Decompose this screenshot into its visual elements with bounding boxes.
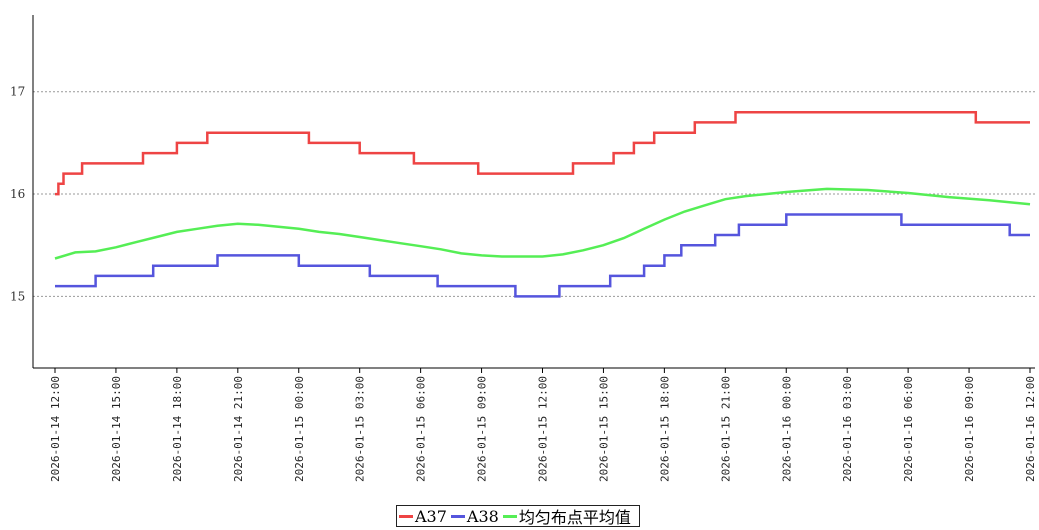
x-tick-label: 2026-01-15 12:00 (537, 376, 550, 482)
legend-label: A38 (466, 506, 499, 526)
x-tick-label: 2026-01-15 03:00 (354, 376, 367, 482)
legend: A37 A38 均匀布点平均值 (396, 505, 640, 527)
y-tick-label: 16 (10, 187, 25, 201)
legend-label: 均匀布点平均值 (518, 508, 631, 527)
y-axis-ticks: 15 16 17 (10, 85, 25, 304)
legend-item: A37 (399, 507, 447, 526)
legend-swatch (399, 514, 413, 518)
x-tick-label: 2026-01-14 21:00 (232, 376, 245, 482)
legend-label: A37 (415, 506, 447, 526)
x-tick-label: 2026-01-16 03:00 (841, 376, 854, 482)
legend-swatch (450, 514, 465, 518)
x-tick-label: 2026-01-16 00:00 (780, 376, 793, 482)
x-tick-label: 2026-01-14 15:00 (110, 376, 123, 482)
legend-swatch (502, 514, 517, 518)
x-tick-label: 2026-01-15 15:00 (597, 376, 610, 482)
x-tick-label: 2026-01-16 09:00 (963, 376, 976, 482)
x-tick-label: 2026-01-16 12:00 (1024, 376, 1037, 482)
legend-item: A38 (450, 506, 499, 526)
x-tick-label: 2026-01-16 06:00 (902, 376, 915, 482)
x-tick-label: 2026-01-15 18:00 (658, 376, 671, 482)
x-tick-label: 2026-01-14 12:00 (49, 376, 62, 482)
x-tick-label: 2026-01-14 18:00 (171, 376, 184, 482)
x-tick-label: 2026-01-15 00:00 (293, 376, 306, 482)
x-tick-label: 2026-01-15 06:00 (415, 376, 428, 482)
series-line-均匀布点平均值 (54, 187, 1031, 260)
legend-item: 均匀布点平均值 (502, 504, 631, 528)
x-tick-label: 2026-01-15 09:00 (476, 376, 489, 482)
series-line-A37 (55, 110, 1030, 196)
x-axis-ticks: 2026-01-14 12:00 2026-01-14 15:00 2026-01-… (49, 368, 1037, 482)
y-tick-label: 17 (10, 85, 25, 99)
series-lines (54, 110, 1031, 298)
y-tick-label: 15 (10, 289, 25, 303)
series-line-A38 (55, 213, 1030, 298)
x-tick-label: 2026-01-15 21:00 (719, 376, 732, 482)
